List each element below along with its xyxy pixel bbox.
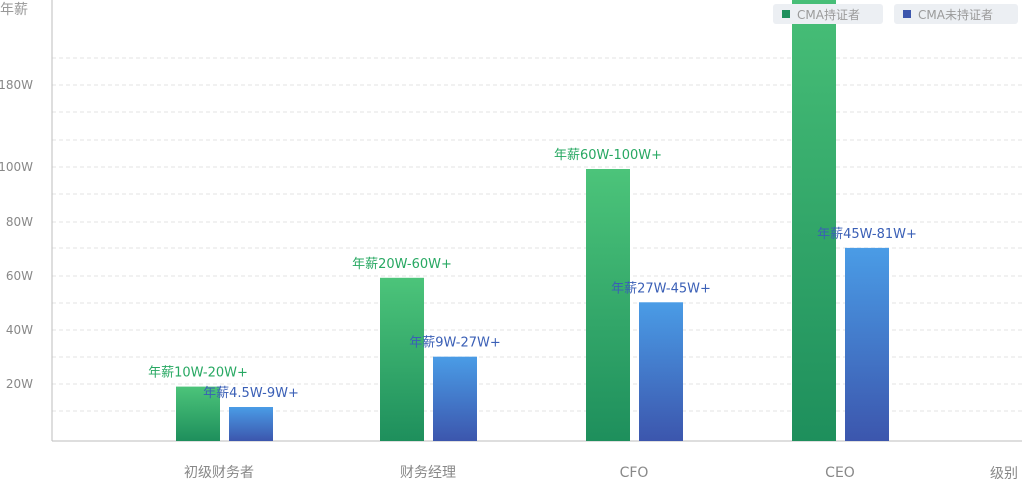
legend-swatch [903,10,911,18]
legend-item-cma-holder[interactable]: CMA持证者 [773,4,883,24]
bar[interactable] [792,0,836,442]
x-tick-label: CEO [825,465,855,479]
legend-label: CMA持证者 [797,7,860,22]
x-tick-label: 财务经理 [400,465,456,479]
legend-swatch [782,10,790,18]
legend-label: CMA未持证者 [918,7,993,22]
data-label: 年薪10W-20W+ [148,366,248,381]
bar[interactable] [586,169,630,441]
data-label: 年薪60W-100W+ [554,148,662,163]
x-tick-label: CFO [620,465,649,479]
bar[interactable] [433,356,477,441]
data-labels: 年薪10W-20W+年薪20W-60W+年薪60W-100W+年薪100W-18… [148,148,917,401]
y-tick-label: 60W [6,269,33,283]
y-tick-label: 180W [0,78,33,92]
data-label: 年薪45W-81W+ [817,227,917,242]
data-label: 年薪4.5W-9W+ [203,386,299,401]
y-tick-label: 100W [0,160,33,174]
bar[interactable] [176,386,220,441]
bar[interactable] [845,247,889,441]
x-tick-label: 初级财务者 [184,464,254,479]
x-axis-title: 级别 [990,466,1018,479]
data-label: 年薪27W-45W+ [611,281,711,296]
legend-item-cma-non-holder[interactable]: CMA未持证者 [894,4,1018,24]
bar[interactable] [229,407,273,441]
bar[interactable] [380,277,424,441]
y-axis-title: 年薪 [0,2,28,18]
y-tick-label: 20W [6,377,33,391]
data-label: 年薪9W-27W+ [409,336,501,351]
y-tick-label: 40W [6,323,33,337]
y-tick-label: 80W [6,215,33,229]
bar[interactable] [639,302,683,441]
data-label: 年薪20W-60W+ [352,257,452,272]
bars [176,0,889,442]
